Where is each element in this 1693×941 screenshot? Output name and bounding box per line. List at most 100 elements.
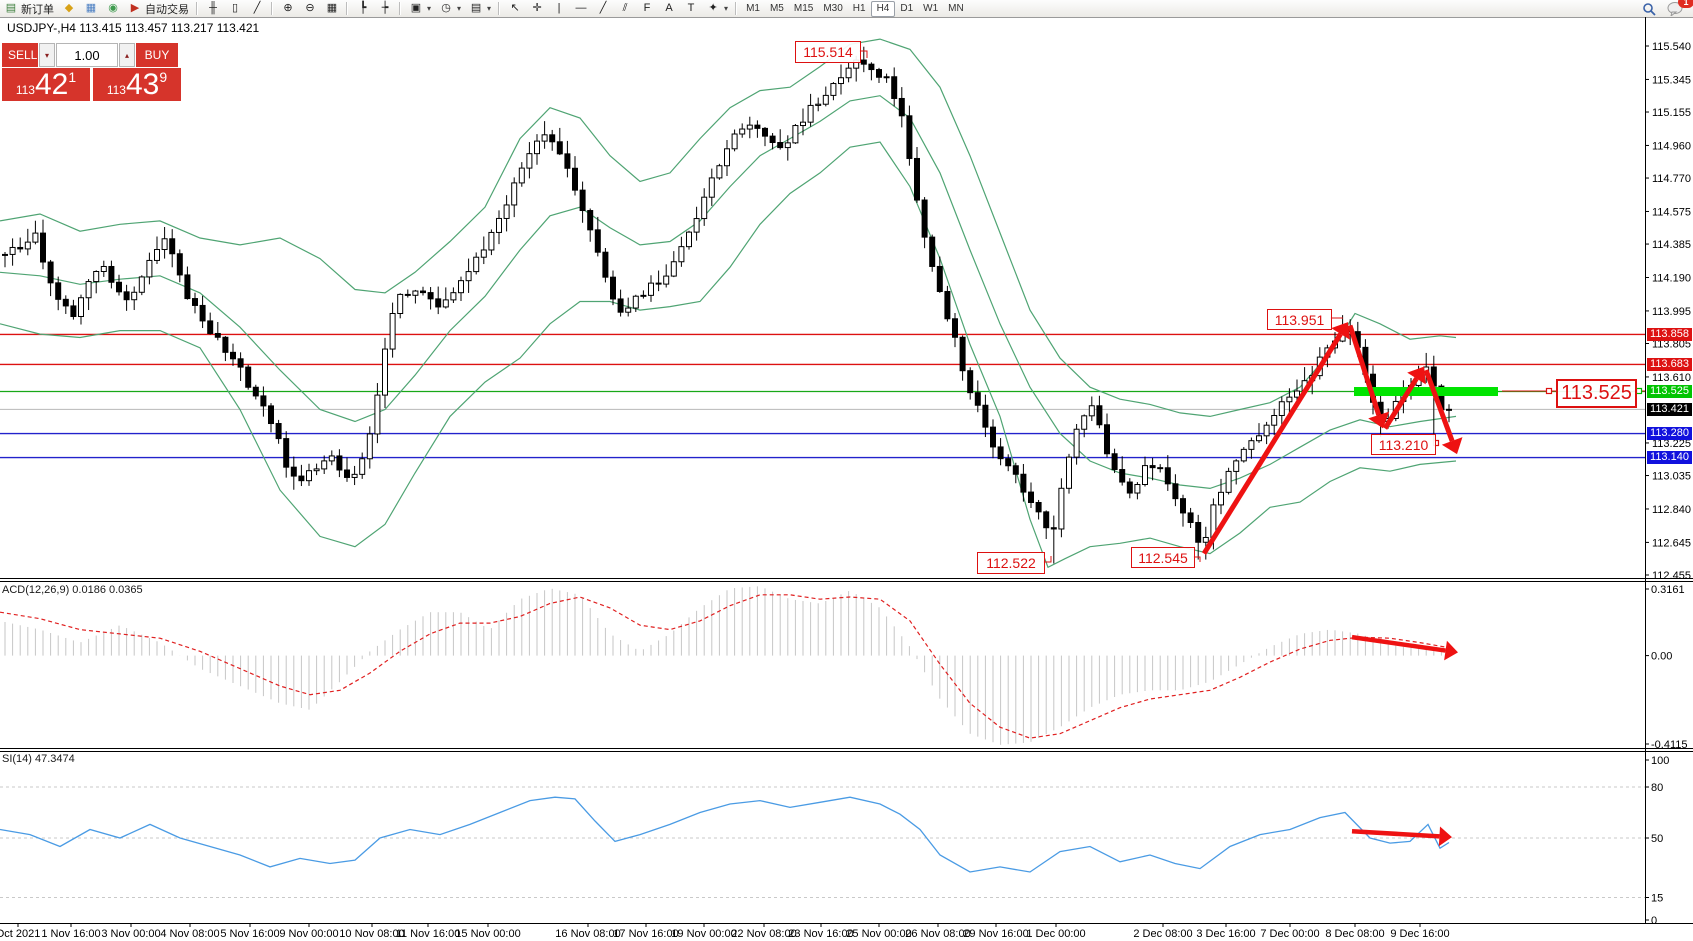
svg-text:3 Dec 16:00: 3 Dec 16:00 bbox=[1196, 928, 1255, 940]
buy-price[interactable]: 113 43 9 bbox=[93, 68, 181, 101]
trendline-icon: ╱ bbox=[599, 2, 607, 14]
horizontal-line-tool[interactable]: — bbox=[570, 1, 592, 17]
svg-text:7 Dec 00:00: 7 Dec 00:00 bbox=[1260, 928, 1319, 940]
period-button[interactable]: ◷ ▾ bbox=[435, 1, 465, 17]
main-price-panel[interactable] bbox=[0, 38, 1645, 569]
market-watch-button[interactable]: ▦ bbox=[80, 1, 102, 17]
timeframe-M30[interactable]: M30 bbox=[818, 1, 847, 16]
price-annotation-113.951[interactable]: 113.951 bbox=[1267, 309, 1332, 330]
zoom-in-icon: ⊕ bbox=[283, 2, 293, 14]
auto-trading-icon: ▶ bbox=[130, 2, 140, 14]
thick-support-zone[interactable] bbox=[1354, 387, 1498, 397]
candlestick-button[interactable]: ▯ bbox=[224, 1, 246, 17]
axis-price-badge: 113.280 bbox=[1647, 427, 1692, 441]
toolbar-separator bbox=[271, 2, 273, 15]
timeframe-label: M1 bbox=[746, 3, 760, 14]
timeframe-M1[interactable]: M1 bbox=[741, 1, 765, 16]
bollinger-lower-band bbox=[0, 141, 1457, 569]
auto-scroll-icon: ┡ bbox=[359, 2, 367, 14]
chevron-down-icon[interactable]: ▾ bbox=[457, 4, 462, 13]
clock-icon: ◷ bbox=[441, 2, 451, 14]
svg-text:16 Nov 08:00: 16 Nov 08:00 bbox=[555, 928, 620, 940]
timeframe-label: M30 bbox=[823, 3, 843, 14]
volume-increase-button[interactable]: ▴ bbox=[119, 43, 135, 67]
sell-price[interactable]: 113 42 1 bbox=[2, 68, 90, 101]
add-indicator-button[interactable]: ▣ ▾ bbox=[405, 1, 435, 17]
svg-text:0.00: 0.00 bbox=[1651, 651, 1672, 663]
timeframe-label: M15 bbox=[793, 3, 814, 14]
timeframe-W1[interactable]: W1 bbox=[918, 1, 943, 16]
cursor-tool[interactable]: ↖ bbox=[504, 1, 526, 17]
timeframe-label: MN bbox=[948, 3, 964, 14]
chevron-down-icon[interactable]: ▾ bbox=[487, 4, 492, 13]
price-annotation-112.545[interactable]: 112.545 bbox=[1131, 547, 1195, 568]
timeframe-H1[interactable]: H1 bbox=[848, 1, 871, 16]
chart-title: USDJPY-,H4 113.415 113.457 113.217 113.4… bbox=[7, 21, 260, 35]
svg-text:115.345: 115.345 bbox=[1652, 74, 1691, 86]
text-tool[interactable]: A bbox=[658, 1, 680, 17]
arrows-tool[interactable]: ✦ ▾ bbox=[702, 1, 732, 17]
chevron-down-icon[interactable]: ▾ bbox=[724, 4, 729, 13]
auto-scroll-button[interactable]: ┡ bbox=[352, 1, 374, 17]
svg-text:80: 80 bbox=[1651, 782, 1663, 794]
new-order-button[interactable]: ▤ 新订单 bbox=[0, 1, 58, 17]
sell-button[interactable]: SELL bbox=[2, 43, 38, 67]
toolbar-separator bbox=[498, 2, 501, 15]
bar-chart-button[interactable]: ╫ bbox=[202, 1, 224, 17]
price-annotation-113.210[interactable]: 113.210 bbox=[1371, 434, 1436, 455]
chevron-down-icon[interactable]: ▾ bbox=[427, 4, 432, 13]
time-axis[interactable]: Oct 2021 1 Nov 16:00 3 Nov 00:00 4 Nov 08:0… bbox=[0, 923, 1450, 941]
svg-text:113.035: 113.035 bbox=[1652, 471, 1691, 483]
buy-button[interactable]: BUY bbox=[136, 43, 178, 67]
svg-text:112.455: 112.455 bbox=[1652, 570, 1691, 582]
volume-input[interactable] bbox=[56, 43, 118, 67]
zoom-out-button[interactable]: ⊖ bbox=[299, 1, 321, 17]
chart-shift-button[interactable]: ┾ bbox=[374, 1, 396, 17]
timeframe-MN[interactable]: MN bbox=[943, 1, 969, 16]
svg-text:112.645: 112.645 bbox=[1652, 537, 1691, 549]
svg-text:5 Nov 16:00: 5 Nov 16:00 bbox=[220, 928, 279, 940]
fibonacci-icon: F bbox=[643, 2, 651, 14]
chart-shift-icon: ┾ bbox=[381, 2, 389, 14]
zoom-in-button[interactable]: ⊕ bbox=[277, 1, 299, 17]
trendline-tool[interactable]: ╱ bbox=[592, 1, 614, 17]
crosshair-tool[interactable]: ✛ bbox=[526, 1, 548, 17]
svg-text:8 Dec 08:00: 8 Dec 08:00 bbox=[1325, 928, 1384, 940]
template-button[interactable]: ▤ ▾ bbox=[465, 1, 495, 17]
volume-decrease-button[interactable]: ▾ bbox=[39, 43, 55, 67]
chat-icon[interactable]: 1 bbox=[1667, 0, 1693, 18]
chat-badge: 1 bbox=[1678, 0, 1693, 8]
auto-trading-button[interactable]: ▶ 自动交易 bbox=[124, 1, 193, 17]
tile-windows-icon: ▦ bbox=[326, 2, 338, 14]
navigator-button[interactable]: ◉ bbox=[102, 1, 124, 17]
price-annotation-113.525[interactable]: 113.525 bbox=[1556, 379, 1637, 408]
price-annotation-112.522[interactable]: 112.522 bbox=[977, 552, 1045, 574]
toolbar-separator bbox=[735, 2, 738, 15]
svg-text:11 Nov 16:00: 11 Nov 16:00 bbox=[396, 928, 461, 940]
axis-price-badge: 113.525 bbox=[1647, 385, 1692, 398]
svg-text:2 Dec 08:00: 2 Dec 08:00 bbox=[1133, 928, 1192, 940]
line-chart-button[interactable]: ╱ bbox=[246, 1, 268, 17]
text-label-tool[interactable]: T bbox=[680, 1, 702, 17]
price-axis[interactable]: 115.540 115.345 115.155 114.960 114.770 114.5… bbox=[1645, 41, 1691, 927]
new-order-icon: ▤ bbox=[5, 2, 17, 14]
timeframe-H4[interactable]: H4 bbox=[870, 0, 896, 17]
trend-arrows[interactable] bbox=[1201, 322, 1463, 555]
timeframe-M15[interactable]: M15 bbox=[789, 1, 818, 16]
equidistant-channel-tool[interactable]: ⫽ bbox=[614, 1, 636, 17]
rsi-panel[interactable] bbox=[0, 786, 1645, 898]
svg-text:22 Nov 08:00: 22 Nov 08:00 bbox=[731, 928, 796, 940]
vertical-line-tool[interactable]: | bbox=[548, 1, 570, 17]
timeframe-label: W1 bbox=[923, 3, 939, 14]
search-icon[interactable] bbox=[1641, 2, 1657, 16]
timeframe-M5[interactable]: M5 bbox=[765, 1, 789, 16]
macd-panel[interactable] bbox=[0, 586, 1458, 745]
price-annotation-115.514[interactable]: 115.514 bbox=[795, 41, 861, 63]
fibonacci-tool[interactable]: F bbox=[636, 1, 658, 17]
timeframe-D1[interactable]: D1 bbox=[895, 1, 918, 16]
marker-button[interactable]: ◆ bbox=[58, 1, 80, 17]
svg-text:115.540: 115.540 bbox=[1652, 41, 1691, 53]
crosshair-icon: ✛ bbox=[532, 2, 542, 14]
tile-windows-button[interactable]: ▦ bbox=[321, 1, 343, 17]
